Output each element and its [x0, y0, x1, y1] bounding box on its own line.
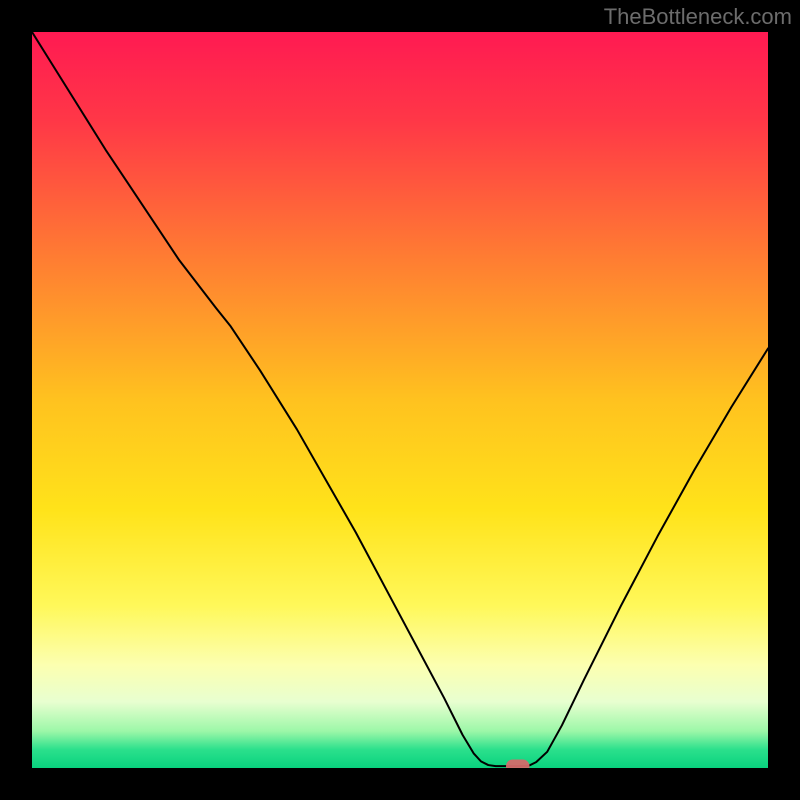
plot-svg	[32, 32, 768, 768]
plot-area	[32, 32, 768, 768]
optimum-marker	[506, 760, 530, 768]
watermark-text: TheBottleneck.com	[604, 4, 792, 30]
chart-canvas: TheBottleneck.com	[0, 0, 800, 800]
gradient-background	[32, 32, 768, 768]
